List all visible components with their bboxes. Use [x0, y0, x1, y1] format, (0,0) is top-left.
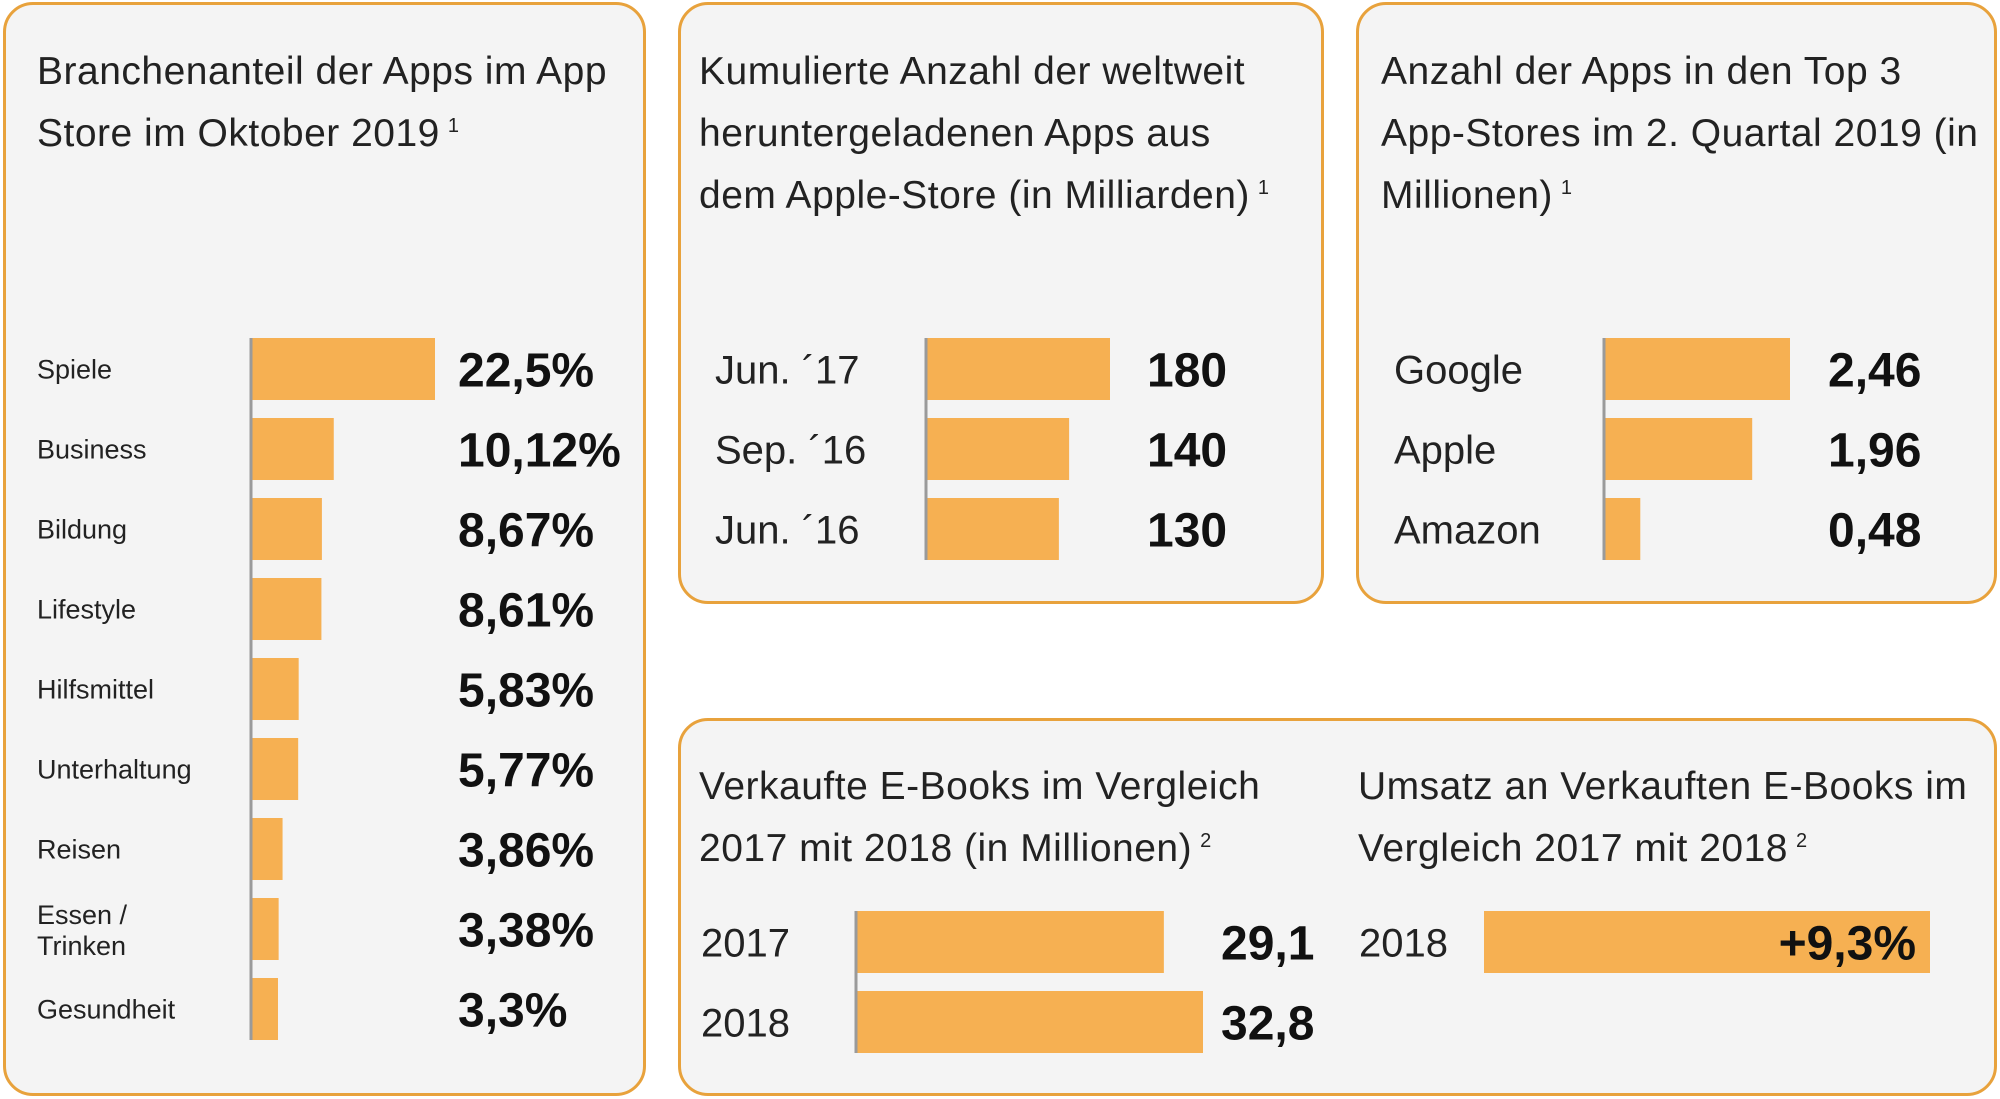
- value-label: 3,38%: [458, 904, 594, 957]
- category-label: 2018: [1359, 921, 1448, 965]
- bar-0: [856, 911, 1164, 973]
- bar-chart-top3-stores: Google 2,46 Apple 1,96 Amazon 0,48: [1394, 338, 1921, 560]
- category-label: Apple: [1394, 428, 1496, 472]
- bar-1: [251, 418, 334, 480]
- category-label: Jun. ´16: [715, 508, 860, 552]
- bar-8: [251, 978, 278, 1040]
- value-label: 3,86%: [458, 824, 594, 877]
- category-label: Spiele: [37, 355, 112, 385]
- chart-title: Umsatz an Verkauften E-Books im Vergleic…: [1358, 756, 1978, 880]
- value-label: 10,12%: [458, 424, 621, 477]
- bar-0: [926, 338, 1110, 400]
- category-label: Hilfsmittel: [37, 675, 154, 705]
- footnote-marker: 1: [447, 115, 460, 137]
- category-label: Amazon: [1394, 508, 1541, 552]
- panel-ebooks: Verkaufte E-Books im Vergleich 2017 mit …: [678, 718, 1997, 1096]
- bar-chart-ebooks-sold: 2017 29,1 2018 32,8: [701, 911, 1314, 1053]
- value-label: 5,77%: [458, 744, 594, 797]
- category-label: Business: [37, 435, 147, 465]
- value-label: 5,83%: [458, 664, 594, 717]
- category-label: Essen / Trinken: [37, 900, 128, 961]
- bar-5: [251, 738, 299, 800]
- bar-0: [1604, 338, 1790, 400]
- bar-chart-ebook-revenue: 2018 +9,3%: [1359, 911, 1930, 973]
- value-label: 140: [1147, 424, 1227, 477]
- bar-1: [1604, 418, 1753, 480]
- category-label: Lifestyle: [37, 595, 136, 625]
- chart-title: Kumulierte Anzahl der weltweit herunterg…: [699, 41, 1299, 227]
- footnote-marker: 1: [1560, 177, 1573, 199]
- bar-2: [251, 498, 322, 560]
- category-label: Unterhaltung: [37, 755, 192, 785]
- bar-chart-branchenanteil: Spiele 22,5% Business 10,12% Bildung 8,67% Lif…: [37, 338, 621, 1040]
- footnote-marker: 2: [1200, 830, 1212, 852]
- bar-2: [926, 498, 1059, 560]
- value-label: 29,1: [1221, 917, 1314, 970]
- value-label: 22,5%: [458, 344, 594, 397]
- value-label: 130: [1147, 504, 1227, 557]
- category-label: Sep. ´16: [715, 428, 866, 472]
- value-label: 8,61%: [458, 584, 594, 637]
- category-label: Jun. ´17: [715, 348, 860, 392]
- chart-title-text: Umsatz an Verkauften E-Books im Vergleic…: [1358, 765, 1968, 870]
- chart-title: Branchenanteil der Apps im App Store im …: [37, 41, 627, 165]
- footnote-marker: 1: [1257, 177, 1270, 199]
- footnote-marker: 2: [1795, 830, 1808, 852]
- value-label: 32,8: [1221, 997, 1314, 1050]
- category-label: Bildung: [37, 515, 127, 545]
- chart-title-text: Verkaufte E-Books im Vergleich 2017 mit …: [699, 765, 1261, 870]
- bar-4: [251, 658, 299, 720]
- bar-0: [251, 338, 435, 400]
- category-label: Reisen: [37, 835, 121, 865]
- value-label: 2,46: [1828, 344, 1921, 397]
- bar-2: [1604, 498, 1641, 560]
- category-label: Gesundheit: [37, 995, 176, 1025]
- bar-chart-downloads: Jun. ´17 180 Sep. ´16 140 Jun. ´16 130: [715, 338, 1227, 560]
- category-label: Google: [1394, 348, 1523, 392]
- bar-6: [251, 818, 283, 880]
- value-label: +9,3%: [1779, 917, 1916, 970]
- bar-1: [856, 991, 1203, 1053]
- chart-title-text: Branchenanteil der Apps im App Store im …: [37, 50, 608, 155]
- bar-0: [1484, 911, 1930, 973]
- value-label: 3,3%: [458, 984, 567, 1037]
- value-label: 1,96: [1828, 424, 1921, 477]
- bar-1: [926, 418, 1070, 480]
- bar-3: [251, 578, 322, 640]
- chart-title-text: Anzahl der Apps in den Top 3 App-Stores …: [1381, 50, 1979, 217]
- category-label: 2018: [701, 1001, 790, 1045]
- panel-app-store-share: Branchenanteil der Apps im App Store im …: [3, 2, 646, 1096]
- category-label: 2017: [701, 921, 790, 965]
- panel-top3-app-stores: Anzahl der Apps in den Top 3 App-Stores …: [1356, 2, 1997, 604]
- chart-title-text: Kumulierte Anzahl der weltweit herunterg…: [699, 50, 1250, 217]
- value-label: 180: [1147, 344, 1227, 397]
- panel-cumulative-downloads: Kumulierte Anzahl der weltweit herunterg…: [678, 2, 1324, 604]
- value-label: 0,48: [1828, 504, 1921, 557]
- value-label: 8,67%: [458, 504, 594, 557]
- chart-title: Anzahl der Apps in den Top 3 App-Stores …: [1381, 41, 1981, 227]
- bar-7: [251, 898, 279, 960]
- chart-title: Verkaufte E-Books im Vergleich 2017 mit …: [699, 756, 1319, 880]
